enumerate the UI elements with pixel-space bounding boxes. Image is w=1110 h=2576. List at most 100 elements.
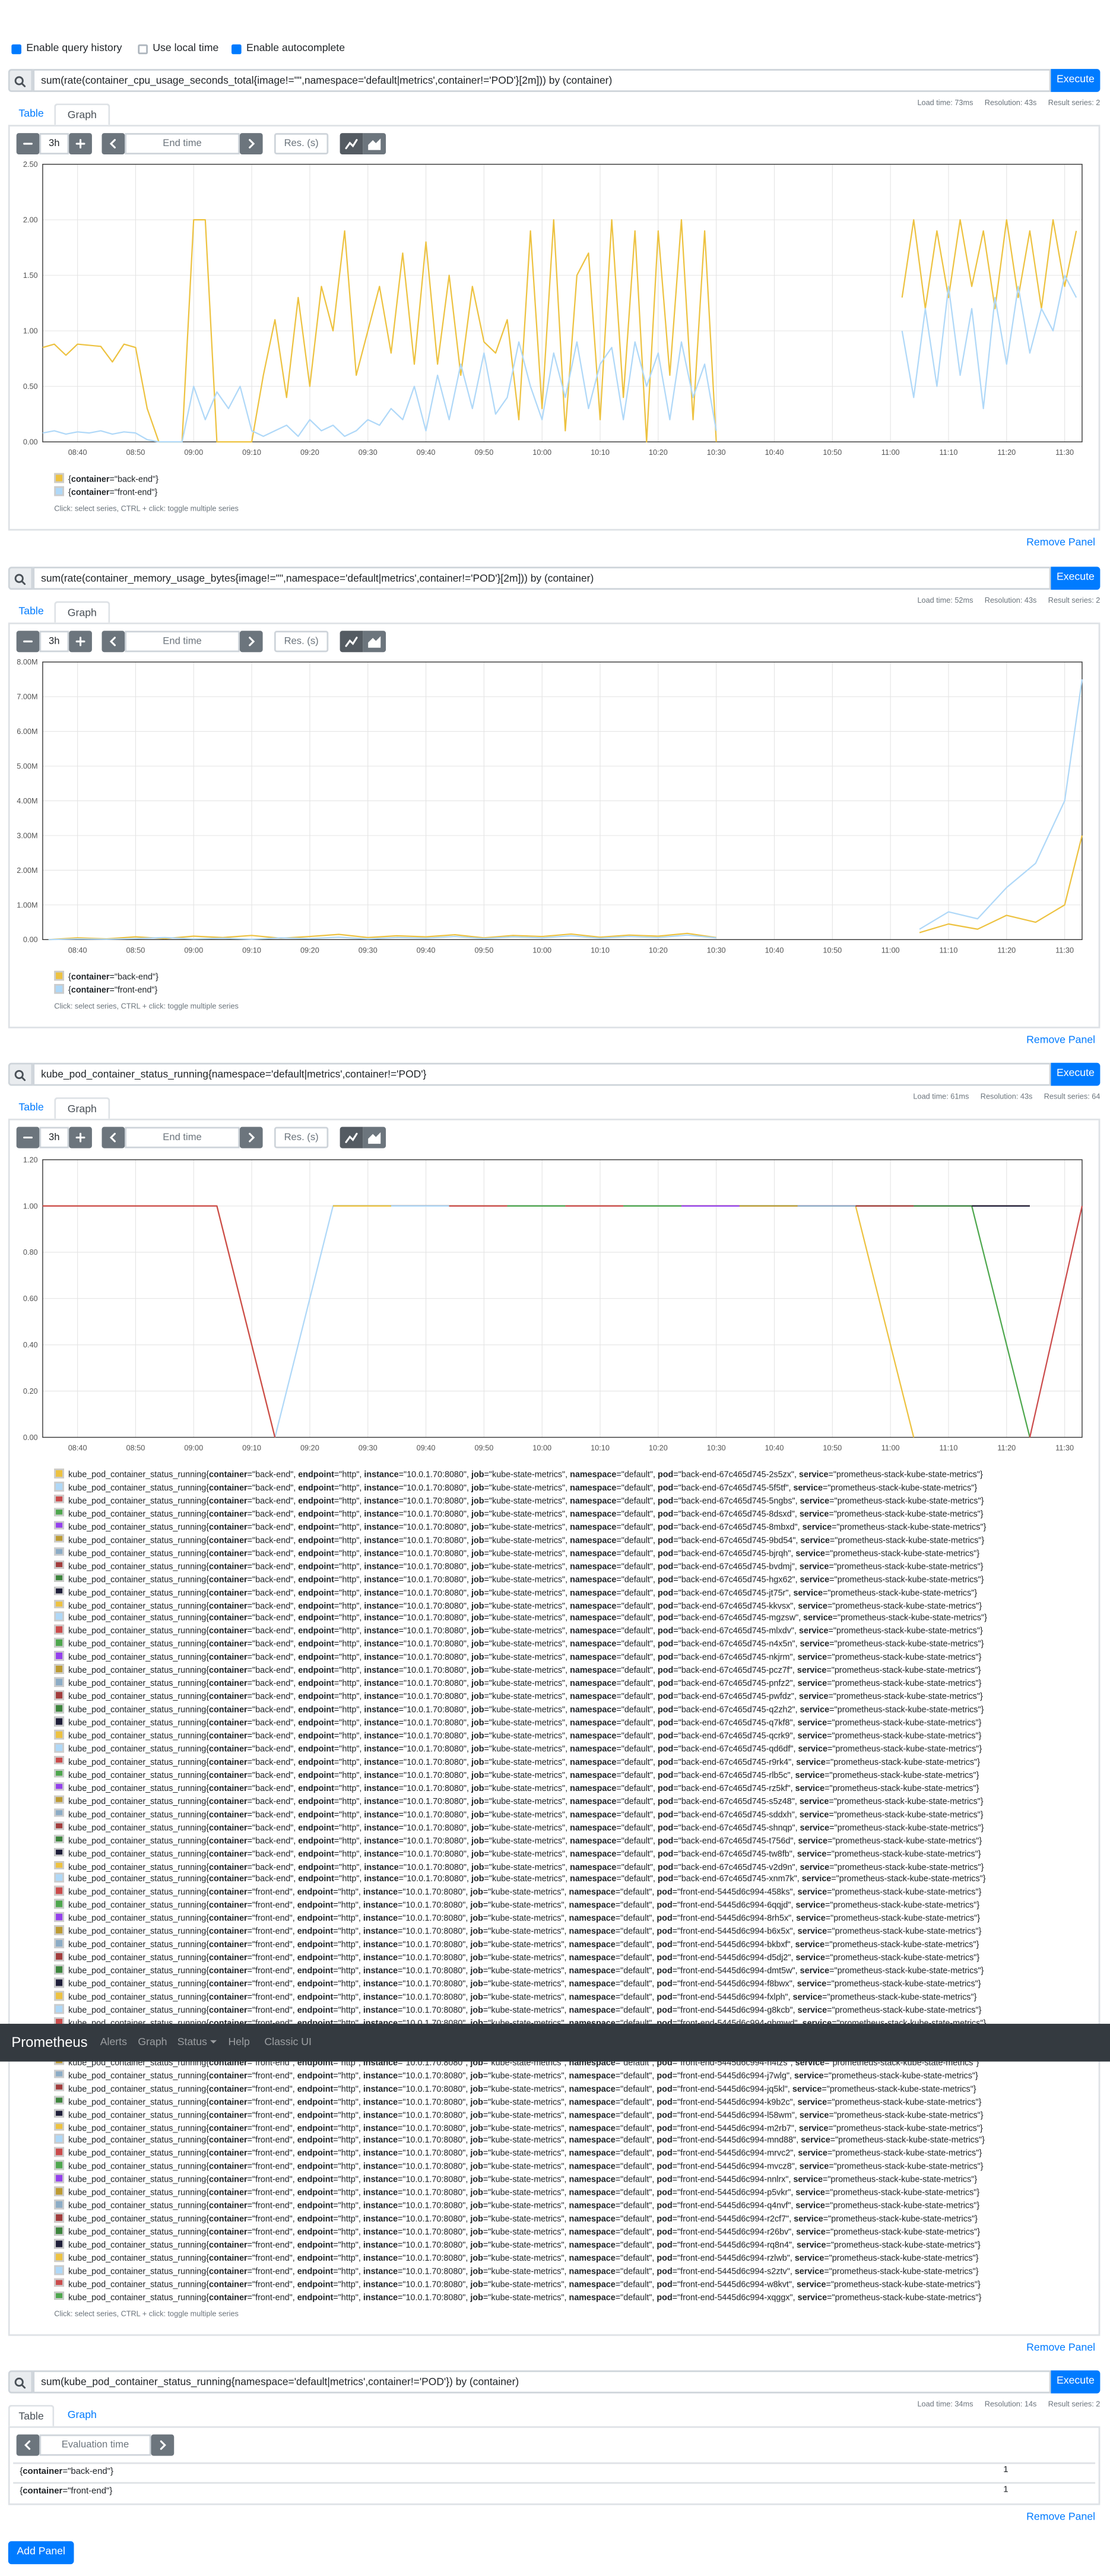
nav-link[interactable]: Classic UI [264,2024,330,2062]
x-tick-label: 09:20 [300,448,319,457]
label-value: back-end [117,973,153,983]
checkbox-label[interactable]: Enable autocomplete [246,42,345,55]
tab[interactable]: Graph [54,601,110,624]
range-decrease[interactable] [16,631,40,653]
execute-button[interactable]: Execute [1051,69,1101,92]
nav-link[interactable]: Graph [138,2024,204,2062]
remove-panel[interactable]: Remove Panel [1026,1034,1096,1047]
checkbox-label[interactable]: Enable query history [26,42,122,55]
legend-swatch [54,1990,64,2001]
x-tick-label: 09:50 [474,1444,493,1452]
label-value: prometheus-stack-kube-state-metrics [833,1954,974,1964]
checkbox[interactable] [138,44,148,55]
tab[interactable]: Graph [67,2410,97,2422]
end-time-back[interactable] [102,1126,125,1148]
navbar-brand[interactable]: Prometheus [11,2033,88,2050]
range-increase[interactable] [69,133,92,155]
range-increase[interactable] [69,1126,92,1148]
label-value: http [342,1823,357,1833]
metric-name: kube_pod_container_status_running [68,1705,207,1716]
eval-time-back[interactable] [16,2434,40,2456]
tab[interactable]: Table [8,2404,55,2427]
range-decrease[interactable] [16,1126,40,1148]
eval-time-forward[interactable] [151,2434,175,2456]
plot-frame [42,662,1083,940]
resolution-input[interactable]: Res. (s) [274,133,329,155]
label-name: pod [658,1523,674,1533]
tab[interactable]: Graph [54,103,110,126]
stacked-on[interactable] [363,631,386,653]
search-button[interactable] [8,567,33,590]
range-increase[interactable] [69,631,92,653]
nav-link[interactable]: Help [229,2024,294,2062]
end-time-back[interactable] [102,631,125,653]
remove-panel[interactable]: Remove Panel [1026,2342,1096,2355]
tab[interactable]: Table [18,606,44,618]
end-time-input[interactable]: End time [125,631,240,653]
label-value: prometheus-stack-kube-state-metrics [832,2071,972,2081]
execute-button[interactable]: Execute [1051,567,1101,590]
checkbox[interactable] [11,44,21,64]
label-value: back-end [255,1810,291,1820]
label-name: job [470,2163,483,2173]
expression-input[interactable]: sum(rate(container_cpu_usage_seconds_tot… [33,69,1051,92]
stacked-on[interactable] [363,1126,386,1148]
icon [75,1132,85,1143]
label-value: front-end-5445d6c994-g8kcb [680,2006,790,2016]
navbar: Prometheus Alerts Graph Status Help Classic U… [0,2024,1110,2062]
end-time-forward[interactable] [239,631,263,653]
label-value: back-end [255,1666,291,1677]
label-name: pod [658,1771,674,1781]
label-value: front-end [255,2202,290,2212]
remove-panel[interactable]: Remove Panel [1026,2511,1096,2523]
range-input[interactable]: 3h [39,631,69,653]
label-name: instance [364,1496,399,1507]
label-name: pod [658,1875,674,1885]
label-value: http [341,2280,356,2290]
end-time-input[interactable]: End time [125,1126,240,1148]
execute-button[interactable]: Execute [1051,1062,1101,1086]
eval-time-input[interactable]: Evaluation time [39,2434,151,2456]
search-button[interactable] [8,1062,33,1086]
range-input[interactable]: 3h [39,1126,69,1148]
range-decrease[interactable] [16,133,40,155]
expression-input[interactable]: sum(kube_pod_container_status_running{na… [33,2370,1051,2394]
label-value: http [341,1941,356,1951]
expression-input[interactable]: kube_pod_container_status_running{namesp… [33,1062,1051,1086]
add-panel[interactable]: Add Panel [8,2541,74,2565]
search-button[interactable] [8,69,33,92]
end-time-back[interactable] [102,133,125,155]
label-name: container [209,2189,248,2199]
label-value: back-end-67c465d745-8mbxd [681,1523,795,1533]
label-name: instance [364,1601,399,1612]
range-input[interactable]: 3h [39,133,69,155]
checkbox-label[interactable]: Use local time [153,42,219,55]
checkbox[interactable] [231,44,242,64]
stacked-off[interactable] [340,631,363,653]
expression-input[interactable]: sum(rate(container_memory_usage_bytes{im… [33,567,1051,590]
label-value: http [342,1758,357,1768]
tab[interactable]: Table [18,108,44,120]
label-name: namespace [569,2241,616,2251]
stacked-on[interactable] [363,133,386,155]
end-time-forward[interactable] [239,133,263,155]
label-name: service [797,1928,827,1938]
label-name: pod [657,1914,673,1925]
metric-name: kube_pod_container_status_running [68,1967,207,1977]
label-value: front-end [255,1980,290,1990]
resolution-input[interactable]: Res. (s) [274,631,329,653]
nav-link[interactable]: Alerts [100,2024,166,2062]
tab[interactable]: Table [18,1102,44,1114]
execute-button[interactable]: Execute [1051,2370,1101,2394]
result-value: 1 [1003,2466,1008,2476]
end-time-forward[interactable] [239,1126,263,1148]
stacked-off[interactable] [340,1126,363,1148]
remove-panel[interactable]: Remove Panel [1026,537,1096,549]
label-value: back-end-67c465d745-qd6df [681,1745,791,1755]
stacked-off[interactable] [340,133,363,155]
tab[interactable]: Graph [54,1097,110,1119]
nav-link[interactable]: Status [177,2024,243,2062]
end-time-input[interactable]: End time [125,133,240,155]
resolution-input[interactable]: Res. (s) [274,1126,329,1148]
search-button[interactable] [8,2370,33,2394]
